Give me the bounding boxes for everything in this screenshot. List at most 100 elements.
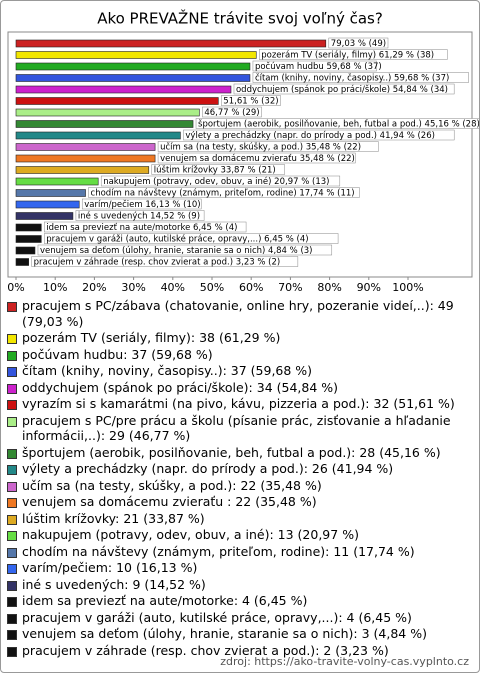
bar [15,223,42,232]
label-bg [31,256,299,267]
legend-swatch [7,383,17,394]
bar [15,39,327,48]
label-bg [37,244,333,256]
legend-swatch [7,465,17,475]
legend-item: pracujem s PC/pre prácu a školu (písanie… [7,413,469,444]
chart: Ako PREVAŽNE trávite svoj voľný čas? 0% 1… [7,9,479,293]
value-label: pracujem v garáži (auto, kutilské práce,… [46,234,308,245]
value-label: nakupujem (potravy, odev, obuv, a iné) 2… [103,176,329,187]
bar [15,131,181,140]
label-bg [44,221,247,233]
value-label: čítam (knihy, noviny, časopisy..) 59,68 … [255,73,449,84]
label-bg [259,49,448,60]
value-label: pracujem v záhrade (resp. chov zvierat a… [34,258,281,268]
legend-item: športujem (aerobik, posilňovanie, beh, f… [7,445,469,461]
x-tick-label: 0% [7,281,24,293]
legend-item: učím sa (na testy, skúšky, a pod.): 22 (… [7,478,469,494]
legend-label: venujem sa deťom (úlohy, hranie, starani… [22,626,427,641]
legend-swatch [7,400,17,410]
legend-swatch [7,448,17,459]
legend-swatch [7,547,17,558]
legend-item: iné s uvedených: 9 (14,52 %) [7,577,469,593]
legend-swatch [7,630,17,640]
x-tick-label: 60% [239,281,263,293]
bar [15,246,36,255]
legend-item: venujem sa deťom (úlohy, hranie, starani… [7,626,469,642]
value-label: lúštim krížovky 33,87 % (21) [154,165,276,176]
legend-item: pracujem v záhrade (resp. chov zvierat a… [7,643,469,659]
legend-item: čítam (knihy, noviny, časopisy..): 37 (5… [7,363,469,379]
legend-label: oddychujem (spánok po práci/škole): 34 (… [22,379,339,395]
label-bg [151,164,285,175]
legend-swatch [7,613,17,624]
bar [15,143,156,151]
legend-label: venujem sa domácemu zvieraťu : 22 (35,48… [22,494,317,509]
value-label: varím/pečiem 16,13 % (10) [84,199,200,210]
legend-swatch [7,498,17,508]
x-tick-label: 50% [200,281,224,293]
legend-swatch [7,350,17,361]
label-bg [183,129,455,141]
bar [15,97,219,105]
value-label: 46,77 % (29) [204,108,259,118]
legend-swatch [7,564,17,574]
value-label: 51,61 % (32) [223,97,278,107]
label-bg [202,106,262,118]
bar [15,177,99,186]
value-label: idem sa previezť na aute/motorke 6,45 % … [46,223,237,233]
legend-item: chodím na návštevy (známym, priteľom, ro… [7,544,469,560]
label-bg [233,83,455,95]
legend-label: chodím na návštevy (známym, priteľom, ro… [22,543,415,559]
legend-label: nakupujem (potravy, odev, obuv, a iné): … [22,527,359,542]
value-label: oddychujem (spánok po práci/škole) 54,84… [236,84,448,95]
value-label: počúvam hudbu 59,68 % (37) [255,61,382,72]
legend-swatch [7,481,17,492]
value-label: učím sa (na testy, skúšky, a pod.) 35,48… [160,142,361,153]
legend-label: počúvam hudbu: 37 (59,68 %) [22,346,213,362]
legend-item: výlety a prechádzky (napr. do prírody a … [7,461,469,477]
bar [15,108,200,117]
x-tick-label: 70% [278,281,302,293]
x-tick-label: 10% [43,281,67,293]
plot-frame [7,31,473,278]
legend-label: čítam (knihy, noviny, časopisy..): 37 (5… [22,363,313,378]
legend-item: pracujem v garáži (auto, kutilské práce,… [7,610,469,626]
x-tick-label: 20% [82,281,106,293]
bar [15,120,194,128]
value-label: pozerám TV (seriály, filmy) 61,29 % (38) [261,51,434,61]
legend-label: pracujem v záhrade (resp. chov zvierat a… [22,642,389,658]
legend: pracujem s PC/zábava (chatovanie, online… [7,298,469,659]
bar [15,166,150,174]
legend-item: oddychujem (spánok po práci/škole): 34 (… [7,380,469,396]
x-tick-label: 100% [392,281,423,293]
value-label: chodím na návštevy (známym, priteľom, ro… [91,188,355,199]
legend-swatch [7,302,17,312]
bar [15,51,257,59]
legend-item: pozerám TV (seriály, filmy): 38 (61,29 %… [7,330,469,346]
legend-label: lúštim krížovky: 21 (33,87 %) [22,510,205,526]
value-label: iné s uvedených 14,52 % (9) [78,211,200,222]
source: zdroj: https://ako-travite-volny-cas.vyp… [220,655,469,668]
value-label: športujem (aerobik, posilňovanie, beh, f… [198,119,479,130]
x-tick-label: 40% [161,281,185,293]
legend-label: vyrazím si s kamarátmi (na pivo, kávu, p… [22,396,455,411]
legend-label: učím sa (na testy, skúšky, a pod.): 22 (… [22,477,322,493]
bar [15,212,74,220]
legend-swatch [7,514,17,525]
legend-label: varím/pečiem: 10 (16,13 %) [22,560,198,575]
label-bg [75,210,205,221]
label-bg [252,60,377,72]
legend-swatch [7,334,17,344]
legend-item: počúvam hudbu: 37 (59,68 %) [7,347,469,363]
x-tick-label: 90% [357,281,381,293]
label-bg [221,95,281,106]
legend-label: pracujem s PC/zábava (chatovanie, online… [22,298,454,329]
legend-swatch [7,646,17,657]
legend-swatch [7,597,17,607]
label-bg [195,118,479,129]
legend-item: vyrazím si s kamarátmi (na pivo, kávu, p… [7,396,469,412]
label-bg [328,37,389,49]
bar [15,154,156,163]
legend-swatch [7,367,17,377]
bar [15,74,251,82]
